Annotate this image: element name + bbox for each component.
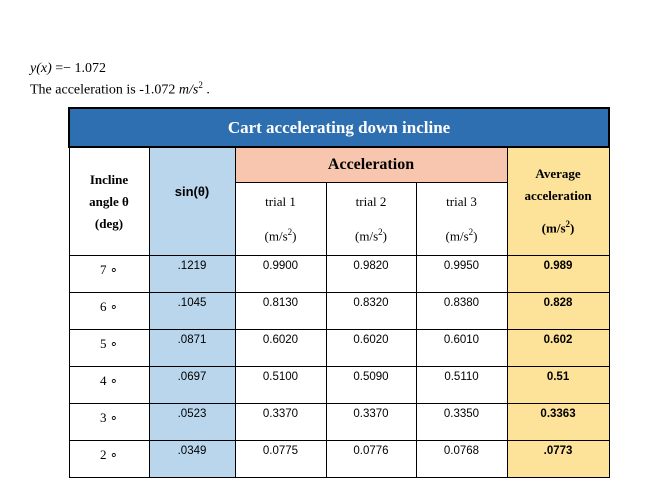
average-header: Average acceleration (m/s2) [506,146,610,256]
table-cell: .0871 [148,329,236,367]
table-cell: .1045 [148,292,236,330]
table-title: Cart accelerating down incline [67,107,611,148]
table-cell: 0.8380 [415,292,508,330]
angle-header: Incline angle θ (deg) [68,146,150,256]
table-cell: 0.9820 [325,255,417,293]
table-row: 4 ∘ .0697 0.5100 0.5090 0.5110 0.51 [68,366,610,404]
table-cell: 0.5090 [325,366,417,404]
header-line: (deg) [94,215,124,231]
table-cell: 0.9900 [234,255,327,293]
equation-lhs: y(x) [30,61,52,76]
table-cell: 0.6020 [234,329,327,367]
table-cell: 0.9950 [415,255,508,293]
unit: (m/s2) [236,217,326,251]
statement-exponent: 2 [198,80,203,90]
table-row: 5 ∘ .0871 0.6020 0.6020 0.6010 0.602 [68,329,610,367]
table-cell: 0.51 [506,366,610,404]
table-cell: 0.5100 [234,366,327,404]
table-cell: 7 ∘ [68,255,150,293]
trial-label: trial 3 [446,193,477,209]
unit: (m/s2) [327,217,416,251]
table-cell: 0.0768 [415,440,508,478]
table-row: 6 ∘ .1045 0.8130 0.8320 0.8380 0.828 [68,292,610,330]
statement-end: . [206,82,210,98]
table-cell: 6 ∘ [68,292,150,330]
header-line: Incline [89,171,129,187]
table-cell: .0697 [148,366,236,404]
table-cell: 0.8130 [234,292,327,330]
unit-close: ) [382,228,387,244]
unit-exponent: 2 [287,226,293,237]
table-cell: 0.6020 [325,329,417,367]
equation: y(x) =− 1.072 [30,61,106,77]
statement-unit: m/s [178,82,199,98]
statement: The acceleration is -1.072 m/s2 . [30,80,210,99]
table-cell: 0.8320 [325,292,417,330]
table-cell: .0773 [506,440,610,478]
acceleration-header: Acceleration [234,146,508,183]
table-cell: 3 ∘ [68,403,150,441]
table-cell: 0.3350 [415,403,508,441]
table-cell: 0.0775 [234,440,327,478]
table-cell: 0.3370 [325,403,417,441]
table-cell: .0523 [148,403,236,441]
unit-base: (m/s [264,228,288,244]
unit-base: (m/s [541,220,566,236]
unit: (m/s2) [508,213,609,239]
table-cell: 0.989 [506,255,610,293]
header-line: angle θ [89,193,129,209]
unit: (m/s2) [417,217,507,251]
table-row: 7 ∘ .1219 0.9900 0.9820 0.9950 0.989 [68,255,610,293]
page: y(x) =− 1.072 The acceleration is -1.072… [30,61,611,478]
unit-exponent: 2 [468,226,474,237]
table-cell: 0.828 [506,292,610,330]
table-cell: 0.3363 [506,403,610,441]
unit-exponent: 2 [378,226,383,237]
table-cell: 2 ∘ [68,440,150,478]
table-cell: .1219 [148,255,236,293]
sin-header: sin(θ) [148,146,236,256]
trial-header: trial 1 (m/s2) [234,182,327,256]
table-cell: 0.0776 [325,440,417,478]
header-line: Average [535,166,581,182]
unit-exponent: 2 [565,219,571,230]
unit-close: ) [570,220,575,236]
table-cell: .0349 [148,440,236,478]
trial-label: trial 2 [355,193,387,209]
unit-base: (m/s [355,228,379,244]
unit-close: ) [292,228,297,244]
statement-text: The acceleration is -1.072 [30,82,176,98]
table-cell: 5 ∘ [68,329,150,367]
table-cell: 0.5110 [415,366,508,404]
table-cell: 0.6010 [415,329,508,367]
table-row: 2 ∘ .0349 0.0775 0.0776 0.0768.0773 [68,440,610,478]
table-row: 3 ∘ .0523 0.3370 0.3370 0.3350 0.3363 [68,403,610,441]
table-cell: 4 ∘ [68,366,150,404]
unit-base: (m/s [445,228,469,244]
trial-header: trial 3 (m/s2) [415,182,508,256]
equation-rhs: =− 1.072 [55,61,107,76]
table-cell: 0.602 [506,329,610,367]
table-cell: 0.3370 [234,403,327,441]
trial-label: trial 1 [265,193,296,209]
data-table: Cart accelerating down incline Incline an… [67,107,611,478]
header-line: acceleration [524,188,592,204]
trial-header: trial 2 (m/s2) [325,182,417,256]
unit-close: ) [473,228,478,244]
